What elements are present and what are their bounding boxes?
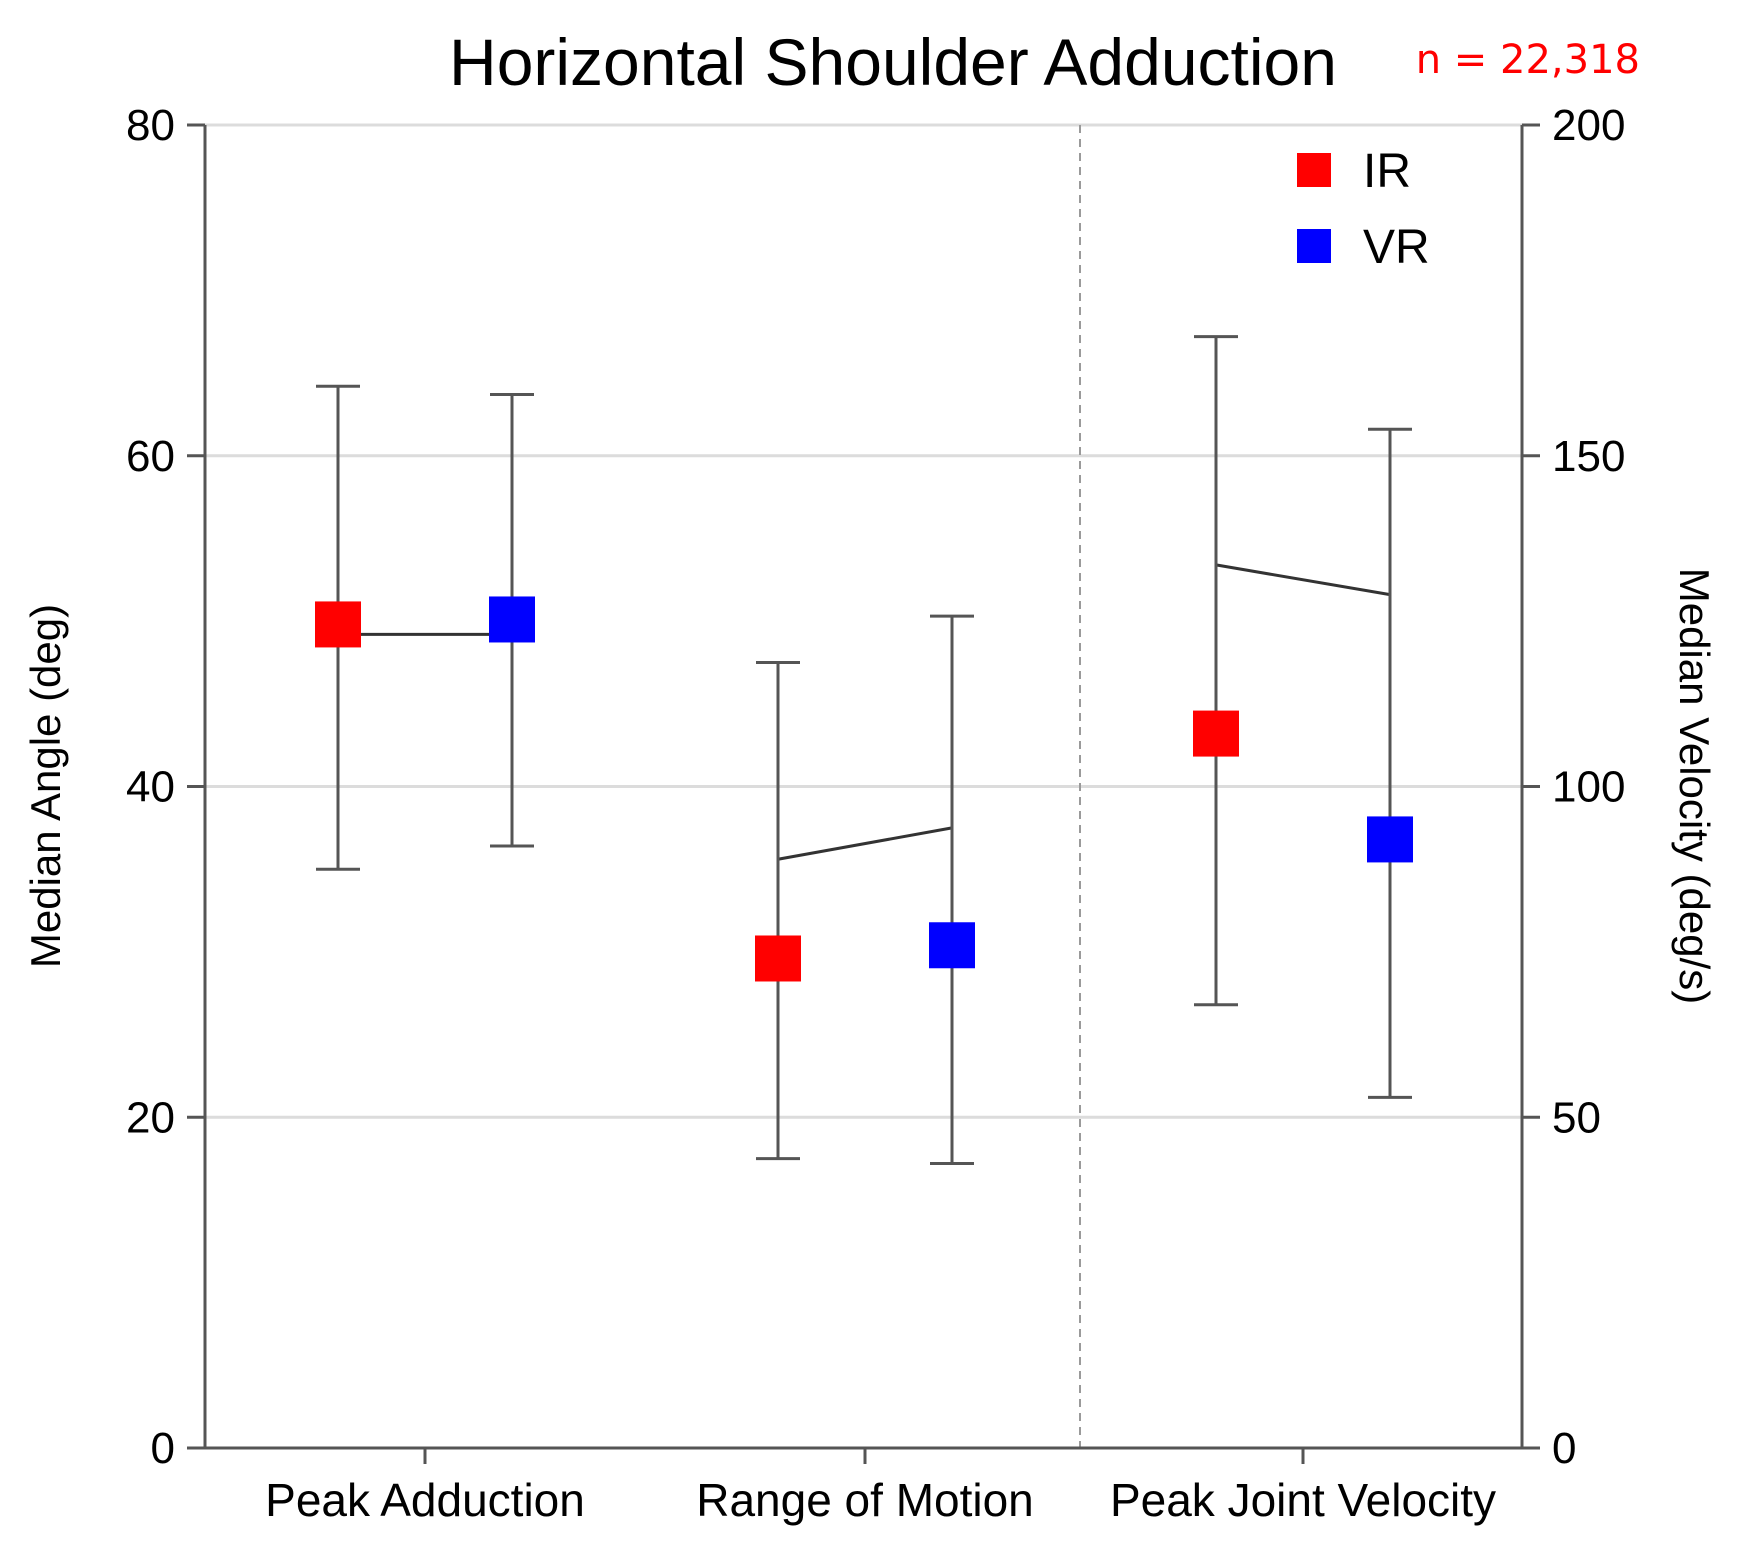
connector-lines <box>338 563 1391 861</box>
y-tick-label: 20 <box>126 1093 175 1142</box>
y-tick-label: 80 <box>126 101 175 150</box>
y2-tick-label: 50 <box>1552 1093 1601 1142</box>
marker-ir <box>315 601 361 648</box>
x-tick-label: Range of Motion <box>696 1474 1034 1526</box>
y-axis-label: Median Angle (deg) <box>22 604 69 968</box>
x-tick-label: Peak Adduction <box>265 1474 585 1526</box>
markers <box>315 596 1413 982</box>
connector-line <box>777 826 953 861</box>
y-tick-label: 60 <box>126 432 175 481</box>
y2-tick-label: 150 <box>1552 432 1625 481</box>
legend-swatch-vr <box>1297 229 1331 263</box>
y-tick-label: 0 <box>151 1424 175 1473</box>
axes <box>187 123 1540 1464</box>
category-labels: Peak Adduction Range of Motion Peak Joint … <box>265 1474 1496 1526</box>
y-tick-label: 40 <box>126 763 175 812</box>
marker-vr <box>1367 816 1413 863</box>
y2-axis-label: Median Velocity (deg/s) <box>1671 568 1718 1005</box>
y2-tick-label: 0 <box>1552 1424 1576 1473</box>
sample-size-annotation: n = 22,318 <box>1416 37 1640 83</box>
tick-labels: 0 20 40 60 80 0 50 100 150 200 <box>126 101 1625 1473</box>
x-tick-label: Peak Joint Velocity <box>1110 1474 1496 1526</box>
chart-title: Horizontal Shoulder Adduction <box>449 25 1337 99</box>
legend-label-vr: VR <box>1363 221 1430 274</box>
marker-vr <box>929 922 975 969</box>
legend-label-ir: IR <box>1363 145 1411 198</box>
connector-line <box>1215 563 1391 597</box>
y2-tick-label: 100 <box>1552 763 1625 812</box>
marker-vr <box>489 596 535 643</box>
marker-ir <box>755 935 801 982</box>
y2-tick-label: 200 <box>1552 101 1625 150</box>
legend-swatch-ir <box>1297 153 1331 187</box>
gridlines <box>205 123 1522 1119</box>
legend: IR VR <box>1297 145 1430 274</box>
error-bars <box>316 335 1412 1166</box>
marker-ir <box>1193 710 1239 757</box>
